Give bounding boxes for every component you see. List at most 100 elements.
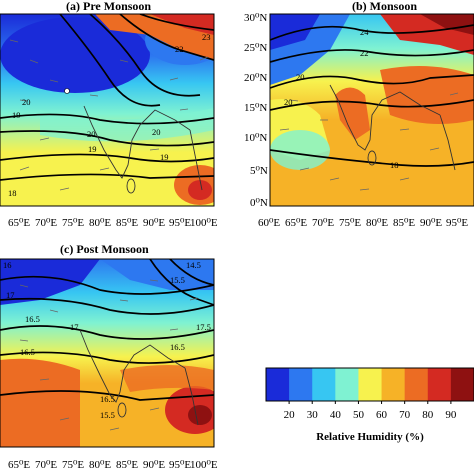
x-tick-label: 80⁰E [366, 217, 388, 229]
panel-b-contour-label: 24 [360, 27, 369, 37]
panel-a-contours [0, 14, 214, 181]
colorbar-swatch [358, 368, 383, 401]
panel-a-marker [64, 88, 70, 94]
y-tick-label: 30⁰N [244, 12, 267, 24]
colorbar-tick-label: 70 [399, 409, 411, 421]
colorbar-swatch [312, 368, 336, 401]
colorbar-title: Relative Humidity (%) [316, 431, 424, 443]
colorbar-swatches [266, 368, 474, 401]
panel-c-contour-label: 14.5 [186, 260, 201, 270]
panel-b-contour-label: 20 [284, 97, 293, 107]
panel-c: (c) Post Monsoon 16 14.5 15.5 17 16.5 16… [0, 242, 218, 471]
x-tick-label: 90⁰E [143, 459, 165, 471]
panel-b-contour-labels: 24 22 20 20 18 [284, 27, 399, 170]
x-tick-label: 95⁰E [169, 217, 191, 229]
y-tick-label: 10⁰N [244, 132, 267, 144]
x-tick-label: 70⁰E [35, 459, 57, 471]
x-tick-label: 90⁰E [420, 217, 442, 229]
panel-b: (b) Monsoon 24 22 20 20 18 30⁰N 25⁰N 20⁰… [244, 0, 474, 229]
panel-a-contour-label: 23 [202, 32, 211, 42]
colorbar-swatch [335, 368, 359, 401]
x-tick-label: 75⁰E [62, 459, 84, 471]
panel-b-contour-label: 18 [390, 160, 399, 170]
x-tick-label: 95⁰E [446, 217, 468, 229]
panel-b-coastline [329, 84, 456, 171]
colorbar-tick-label: 20 [284, 409, 296, 421]
y-tick-label: 0⁰N [250, 197, 268, 209]
panel-c-x-ticks: 65⁰E 70⁰E 75⁰E 80⁰E 85⁰E 90⁰E 95⁰E 100⁰E [8, 459, 218, 471]
panel-b-contour-label: 20 [296, 72, 305, 82]
colorbar-swatch [427, 368, 452, 401]
panel-b-wet-india [335, 87, 370, 140]
x-tick-label: 80⁰E [89, 459, 111, 471]
y-tick-label: 5⁰N [250, 165, 268, 177]
y-tick-label: 20⁰N [244, 72, 267, 84]
panel-b-title: (b) Monsoon [352, 0, 417, 13]
x-tick-label: 85⁰E [116, 459, 138, 471]
x-tick-label: 75⁰E [62, 217, 84, 229]
x-tick-label: 70⁰E [35, 217, 57, 229]
panel-a-contour-label: 19 [88, 144, 97, 154]
panel-c-wet-sw [0, 358, 80, 447]
x-tick-label: 85⁰E [116, 217, 138, 229]
y-tick-label: 25⁰N [244, 42, 267, 54]
x-tick-label: 65⁰E [285, 217, 307, 229]
colorbar-tick-label: 60 [376, 409, 388, 421]
panel-c-wettest-se [188, 405, 212, 425]
panel-c-contour-label: 17 [70, 322, 79, 332]
colorbar-tick-label: 80 [422, 409, 434, 421]
panel-b-frame [269, 13, 474, 207]
panel-b-teal-patch [270, 130, 330, 170]
panel-b-contours [270, 24, 474, 167]
panel-a-frame [0, 13, 215, 207]
y-tick-label: 15⁰N [244, 102, 267, 114]
x-tick-label: 90⁰E [143, 217, 165, 229]
panel-c-contour-label: 16.5 [20, 347, 35, 357]
panel-b-wettest-ne [420, 14, 474, 35]
panel-c-contour-label: 16.5 [25, 314, 40, 324]
panel-a-wind-vectors [9, 39, 209, 191]
panel-a-contour-label: 20 [22, 97, 31, 107]
panel-c-contour-label: 15.5 [170, 275, 185, 285]
colorbar-swatch [450, 368, 474, 401]
x-tick-label: 60⁰E [258, 217, 280, 229]
panel-c-contours [0, 259, 214, 401]
colorbar-swatch [266, 368, 290, 401]
x-tick-label: 65⁰E [8, 459, 30, 471]
panel-a-contour-label: 19 [12, 110, 21, 120]
panel-a-contour-label: 22 [175, 44, 184, 54]
x-tick-label: 95⁰E [169, 459, 191, 471]
panel-c-contour-label: 17.5 [196, 322, 211, 332]
x-tick-label: 65⁰E [8, 217, 30, 229]
panel-a-contour-label: 18 [8, 188, 17, 198]
panel-c-wind-vectors [19, 279, 199, 431]
panel-c-dry-ne [100, 259, 214, 290]
x-tick-label: 70⁰E [312, 217, 334, 229]
colorbar-tick-label: 30 [307, 409, 319, 421]
panel-b-x-ticks: 60⁰E 65⁰E 70⁰E 75⁰E 80⁰E 85⁰E 90⁰E 95⁰E [258, 217, 468, 229]
panel-a-wet-se [188, 180, 212, 200]
colorbar-ticks: 20 30 40 50 60 70 80 90 [284, 401, 457, 421]
colorbar-swatch [381, 368, 406, 401]
panel-c-contour-label: 16 [3, 260, 12, 270]
panel-a-title: (a) Pre Monsoon [66, 0, 151, 13]
x-tick-label: 80⁰E [89, 217, 111, 229]
colorbar: 20 30 40 50 60 70 80 90 Relative Humidity (%) [265, 367, 474, 443]
panel-c-contour-label: 17 [6, 290, 15, 300]
x-tick-label: 100⁰E [190, 217, 218, 229]
panel-b-map [270, 14, 474, 206]
colorbar-tick-label: 50 [353, 409, 365, 421]
colorbar-swatch [289, 368, 313, 401]
panel-b-contour-label: 22 [360, 48, 369, 58]
panel-c-contour-labels: 16 14.5 15.5 17 16.5 16.5 17 17.5 16.5 1… [3, 260, 211, 420]
panel-a-x-ticks: 65⁰E 70⁰E 75⁰E 80⁰E 85⁰E 90⁰E 95⁰E 100⁰E [8, 217, 218, 229]
panel-a: (a) Pre Monsoon 19 20 20 20 19 19 18 22 … [0, 0, 218, 229]
panel-a-coastline [83, 105, 203, 194]
panel-c-contour-label: 16.5 [100, 394, 115, 404]
panel-b-y-ticks: 30⁰N 25⁰N 20⁰N 15⁰N 10⁰N 5⁰N 0⁰N [244, 12, 268, 209]
colorbar-tick-label: 40 [330, 409, 342, 421]
x-tick-label: 75⁰E [339, 217, 361, 229]
x-tick-label: 85⁰E [393, 217, 415, 229]
panel-b-wind-vectors [279, 92, 459, 191]
